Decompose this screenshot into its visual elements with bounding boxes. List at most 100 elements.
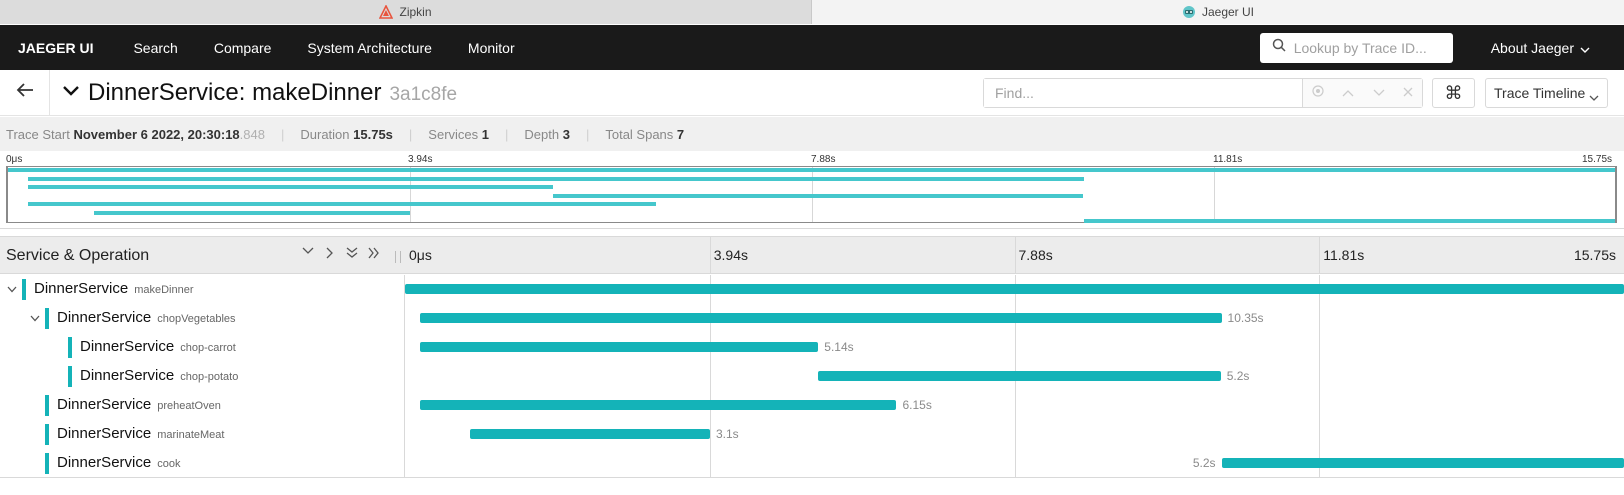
- divider: |: [280, 126, 285, 142]
- chevron-down-icon[interactable]: [6, 283, 18, 295]
- chevron-down-icon[interactable]: [1373, 84, 1385, 102]
- trace-id: 3a1c8fe: [389, 83, 458, 105]
- back-button[interactable]: [0, 69, 50, 116]
- nav-link-compare[interactable]: Compare: [213, 39, 272, 56]
- span-name-cell[interactable]: DinnerService makeDinner: [0, 275, 405, 304]
- expand-one-icon[interactable]: [322, 247, 338, 259]
- minimap-span-bar: [28, 202, 656, 206]
- nav-link-search[interactable]: Search: [133, 39, 178, 56]
- minimap-gridline: [1214, 167, 1215, 222]
- span-bar[interactable]: [420, 342, 819, 352]
- service-color-marker: [45, 395, 49, 416]
- timeline-gridline: [709, 420, 711, 449]
- trace-start-ms: .848: [239, 126, 265, 142]
- timeline-header: Service & Operation 0μs 3.94s 7.88s 11.81s 1…: [0, 236, 1624, 274]
- browser-tab-jaeger[interactable]: Jaeger UI: [812, 0, 1624, 24]
- span-name-cell[interactable]: DinnerService chopVegetables: [0, 304, 405, 333]
- span-row[interactable]: DinnerService preheatOven 6.15s: [0, 391, 1624, 420]
- timeline-gridline: [1014, 420, 1016, 449]
- timeline-gridline: [1014, 449, 1016, 478]
- span-name-cell[interactable]: DinnerService preheatOven: [0, 391, 405, 420]
- divider: |: [505, 126, 509, 142]
- span-name-cell[interactable]: DinnerService marinateMeat: [0, 420, 405, 449]
- chevron-down-icon: [62, 84, 80, 102]
- timeline-gridline: [1319, 304, 1321, 333]
- span-bar[interactable]: [420, 400, 897, 410]
- keyboard-shortcuts-button[interactable]: ⌘: [1432, 78, 1475, 108]
- browser-tab-strip: Zipkin Jaeger UI: [0, 0, 1624, 24]
- about-jaeger-menu[interactable]: About Jaeger: [1491, 40, 1590, 56]
- timeline-gridline: [1014, 391, 1016, 420]
- span-bar[interactable]: [405, 284, 1624, 294]
- services-label: Services: [428, 126, 479, 142]
- span-row[interactable]: DinnerService makeDinner: [0, 275, 1624, 304]
- chevron-up-icon[interactable]: [1342, 84, 1354, 102]
- find-input[interactable]: [984, 79, 1303, 107]
- chevron-down-icon[interactable]: [29, 312, 41, 324]
- span-name-cell[interactable]: DinnerService chop-carrot: [0, 333, 405, 362]
- span-bar[interactable]: [470, 429, 710, 439]
- span-name-cell[interactable]: DinnerService chop-potato: [0, 362, 405, 391]
- span-label: DinnerService chop-carrot: [80, 338, 236, 355]
- span-row[interactable]: DinnerService chop-carrot 5.14s: [0, 333, 1624, 362]
- about-label: About Jaeger: [1490, 39, 1574, 56]
- column-resizer[interactable]: [395, 251, 401, 263]
- timeline-gridline: [1319, 420, 1321, 449]
- span-bar[interactable]: [818, 371, 1221, 381]
- collapse-one-icon[interactable]: [300, 247, 316, 259]
- total-spans-value: 7: [676, 126, 685, 142]
- view-mode-label: Trace Timeline: [1494, 85, 1586, 101]
- chevron-down-icon: [1589, 88, 1599, 104]
- timeline-gridline: [709, 237, 711, 274]
- span-bar[interactable]: [420, 313, 1222, 323]
- minimap-span-bar: [28, 176, 1085, 181]
- span-label: DinnerService chopVegetables: [57, 309, 236, 326]
- brand-logo[interactable]: JAEGER UI: [18, 39, 94, 56]
- span-row[interactable]: DinnerService cook 5.2s: [0, 449, 1624, 478]
- jaeger-icon: [1182, 5, 1196, 19]
- expand-all-icon[interactable]: [366, 247, 382, 259]
- browser-tab-zipkin[interactable]: Zipkin: [0, 0, 812, 24]
- service-name: DinnerService: [34, 280, 129, 297]
- timeline-tick: 7.88s: [1018, 247, 1053, 263]
- minimap-tick: 0μs: [6, 154, 23, 165]
- trace-minimap[interactable]: 0μs 3.94s 7.88s 11.81s 15.75s: [0, 151, 1624, 229]
- span-row[interactable]: DinnerService chop-potato 5.2s: [0, 362, 1624, 391]
- operation-name: chop-potato: [180, 371, 239, 383]
- trace-id-input[interactable]: [1293, 39, 1444, 56]
- span-name-cell[interactable]: DinnerService cook: [0, 449, 405, 478]
- trace-title-toggle[interactable]: DinnerService: makeDinner 3a1c8fe: [62, 79, 457, 107]
- browser-tab-label: Zipkin: [399, 5, 432, 19]
- collapse-all-icon[interactable]: [344, 247, 360, 259]
- span-duration-label: 5.2s: [1192, 456, 1216, 470]
- service-name: DinnerService: [80, 367, 175, 384]
- service-color-marker: [22, 279, 26, 300]
- minimap-gridline: [410, 167, 411, 222]
- minimap-canvas[interactable]: [6, 166, 1617, 223]
- service-name: DinnerService: [80, 338, 175, 355]
- locate-icon[interactable]: [1312, 84, 1324, 102]
- minimap-span-bar: [552, 193, 1084, 198]
- service-color-marker: [45, 424, 49, 445]
- trace-start-value: November 6 2022, 20:30:18: [73, 126, 240, 142]
- timeline-gridline: [709, 449, 711, 478]
- view-mode-select[interactable]: Trace Timeline: [1485, 78, 1608, 108]
- minimap-tick: 15.75s: [1582, 154, 1613, 165]
- trace-lookup[interactable]: [1259, 32, 1453, 63]
- span-label: DinnerService preheatOven: [57, 396, 221, 413]
- span-duration-label: 3.1s: [715, 427, 739, 441]
- span-bar[interactable]: [1221, 458, 1624, 468]
- service-color-marker: [45, 308, 49, 329]
- span-row[interactable]: DinnerService chopVegetables 10.35s: [0, 304, 1624, 333]
- nav-link-system-architecture[interactable]: System Architecture: [307, 39, 432, 56]
- span-label: DinnerService makeDinner: [34, 280, 194, 297]
- span-row[interactable]: DinnerService marinateMeat 3.1s: [0, 420, 1624, 449]
- depth-label: Depth: [524, 126, 560, 142]
- close-icon[interactable]: [1403, 84, 1413, 102]
- nav-link-monitor[interactable]: Monitor: [467, 39, 515, 56]
- services-value: 1: [481, 126, 490, 142]
- depth-value: 3: [562, 126, 570, 142]
- timeline-gridline: [1319, 333, 1321, 362]
- minimap-span-bar: [28, 185, 553, 189]
- minimap-span-bar: [8, 168, 1615, 172]
